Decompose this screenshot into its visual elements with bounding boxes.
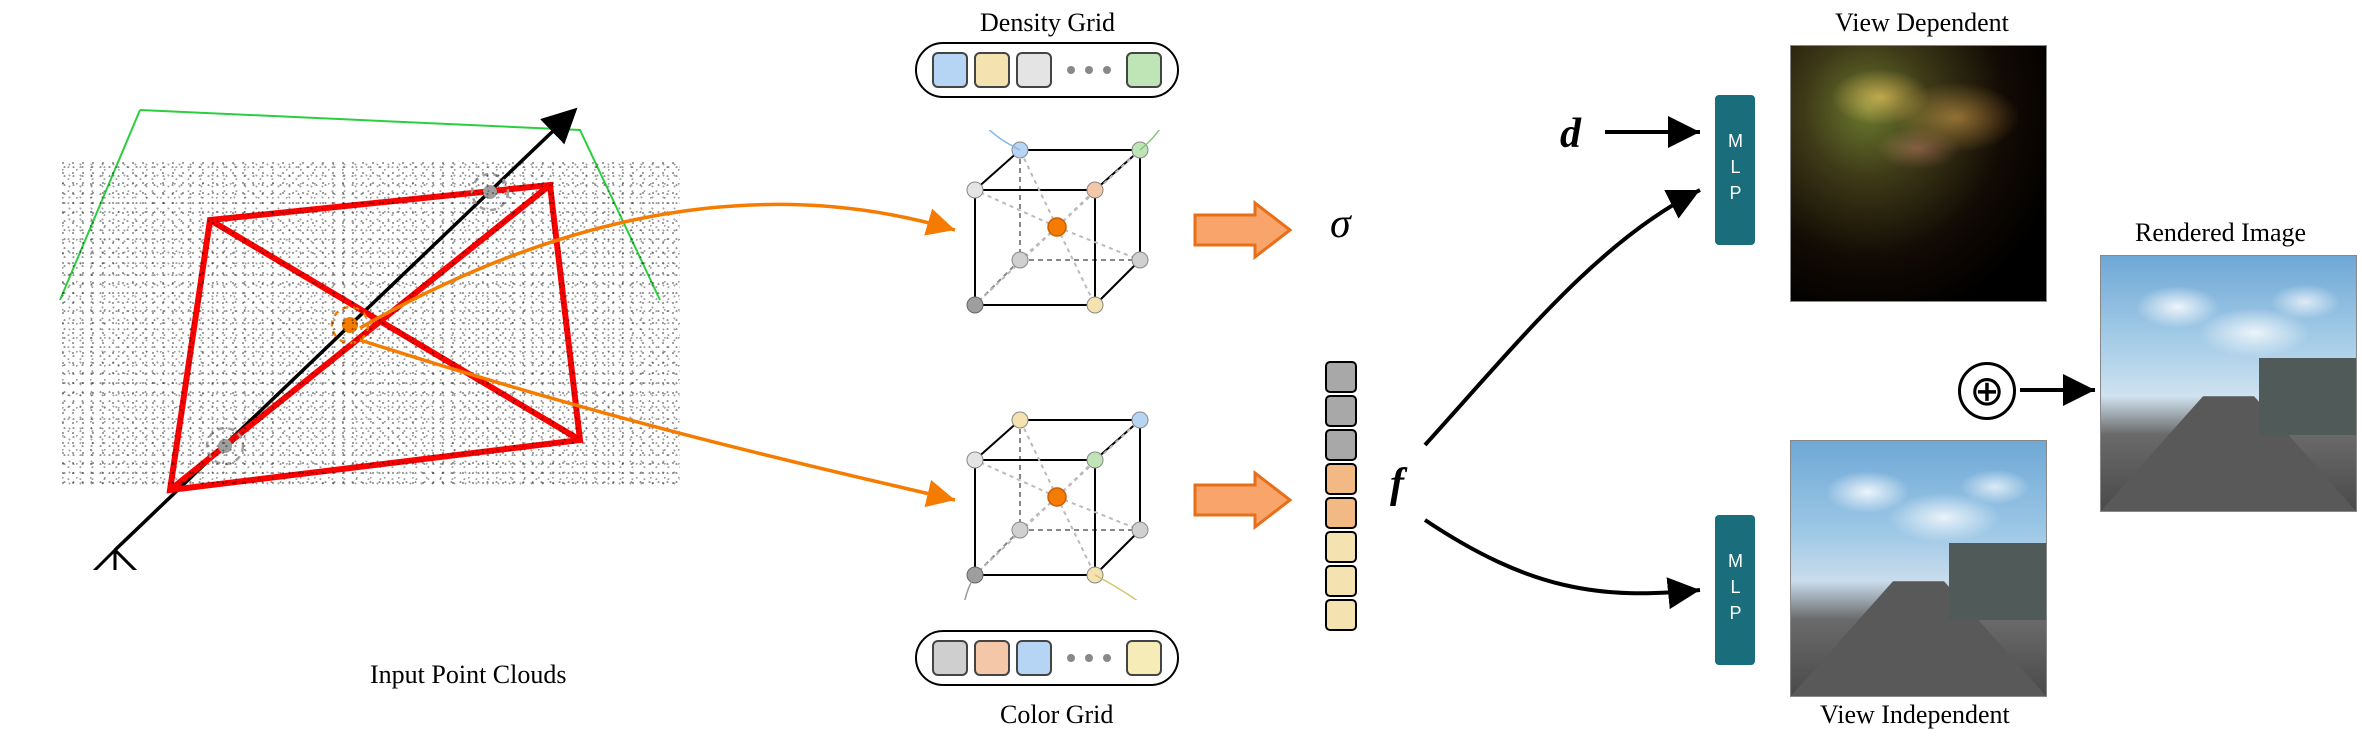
rendered-image (2100, 255, 2357, 512)
view-independent-label: View Independent (1820, 700, 2010, 730)
view-dependent-image (1790, 45, 2047, 302)
view-dependent-label: View Dependent (1835, 8, 2009, 38)
mlp-viewindep: MLP (1715, 515, 1755, 665)
mlp-viewdep: MLP (1715, 95, 1755, 245)
sum-icon: ⊕ (1958, 362, 2016, 420)
rendered-image-label: Rendered Image (2135, 218, 2306, 248)
view-independent-image (1790, 440, 2047, 697)
